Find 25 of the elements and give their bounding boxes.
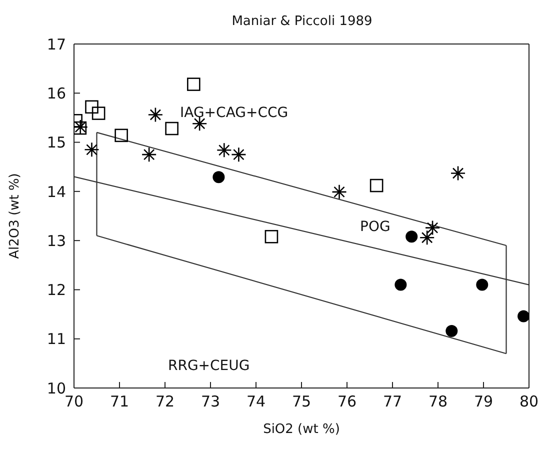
annotation: POG [360,219,390,235]
x-tick-label: 76 [337,392,357,411]
x-tick-label: 78 [428,392,448,411]
x-tick-label: 79 [474,392,494,411]
x-tick-label: 75 [292,392,312,411]
annotation: RRG+CEUG [168,358,250,374]
chart-title: Maniar & Piccoli 1989 [230,14,374,29]
x-tick-label: 73 [200,392,220,411]
y-tick-label: 16 [46,84,66,102]
annotation: IAG+CAG+CCG [180,105,288,121]
y-tick-label: 13 [46,232,66,250]
y-axis-title: Al2O3 (wt %) [8,173,23,259]
y-tick-label: 12 [46,281,66,300]
x-axis-title: SiO2 (wt %) [263,422,340,437]
y-tick-label: 11 [46,330,66,348]
x-tick-label: 74 [246,392,266,411]
y-tick-label: 14 [46,182,66,201]
y-tick-label: 10 [46,379,66,398]
y-tick-label: 17 [46,35,66,54]
x-tick-label: 72 [155,392,175,411]
x-tick-label: 77 [382,392,402,411]
x-tick-label: 70 [64,392,84,411]
y-tick-label: 15 [46,134,66,152]
x-tick-label: 71 [110,392,130,411]
x-tick-label: 80 [519,392,539,411]
